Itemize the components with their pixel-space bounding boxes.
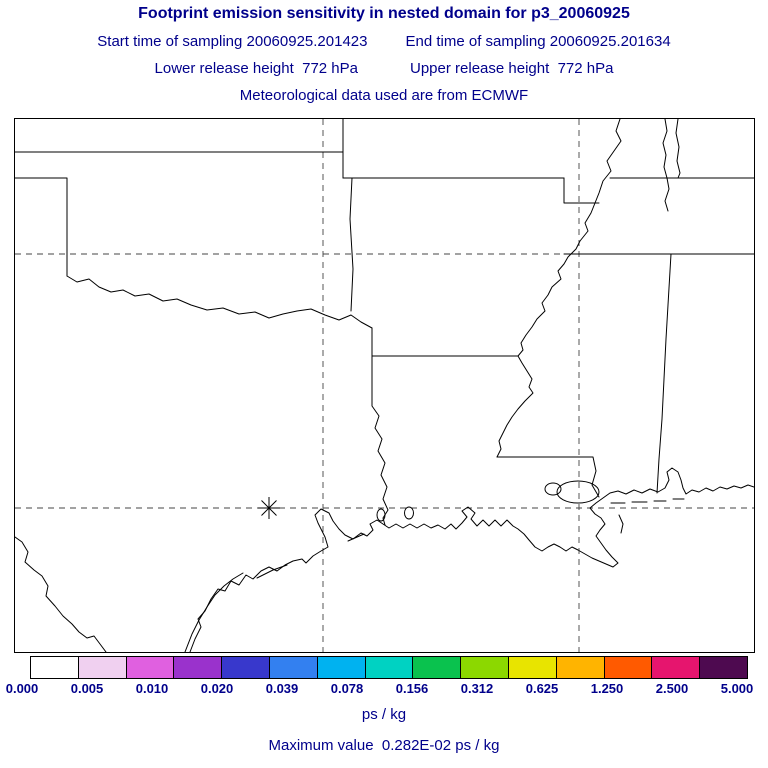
border-mississippi-alabama	[656, 253, 672, 494]
upper-release-label: Upper release height 772 hPa	[410, 60, 614, 77]
colorbar-segment	[316, 657, 365, 678]
colorbar	[30, 656, 748, 679]
release-location-marker	[258, 497, 280, 519]
sampling-time-row: Start time of sampling 20060925.201423 E…	[0, 33, 768, 50]
border-texas-louisiana-sabine	[371, 327, 389, 526]
colorbar-segment	[460, 657, 508, 678]
calcasieu-lake	[404, 506, 414, 520]
colorbar-segment	[364, 657, 413, 678]
colorbar-tick-label: 0.005	[70, 681, 104, 696]
mississippi-river	[496, 119, 622, 458]
colorbar-tick-label: 2.500	[655, 681, 689, 696]
colorbar-segment	[699, 657, 747, 678]
release-height-row: Lower release height 772 hPa Upper relea…	[0, 60, 768, 77]
colorbar-labels: 0.000 0.005 0.010 0.020 0.039 0.078 0.156 0.312…	[0, 681, 768, 697]
tennessee-river	[662, 119, 670, 212]
matagorda-island	[256, 564, 288, 579]
bolivar-peninsula	[347, 533, 365, 542]
border-texas-panhandle	[15, 177, 68, 277]
padre-island	[184, 572, 244, 652]
colorbar-tick-label: 1.250	[590, 681, 624, 696]
colorbar-segment	[412, 657, 461, 678]
border-louisiana-mississippi	[496, 456, 600, 498]
colorbar-tick-label: 0.078	[330, 681, 364, 696]
rio-grande-river	[15, 536, 107, 652]
cumberland-river	[675, 119, 681, 179]
map-panel	[14, 118, 755, 653]
map-svg	[15, 119, 754, 652]
colorbar-segment	[268, 657, 317, 678]
colorbar-segment	[221, 657, 269, 678]
colorbar-tick-label: 0.312	[460, 681, 494, 696]
maximum-value-label: Maximum value 0.282E-02 ps / kg	[268, 737, 500, 754]
lake-pontchartrain	[556, 480, 600, 504]
colorbar-segment	[555, 657, 604, 678]
colorbar-segment	[31, 657, 78, 678]
colorbar-tick-label: 0.625	[525, 681, 559, 696]
colorbar-segment	[507, 657, 556, 678]
border-oklahoma-arkansas	[349, 177, 354, 312]
colorbar-tick-label: 0.010	[135, 681, 169, 696]
chandeleur-islands	[618, 514, 624, 534]
met-data-label: Meteorological data used are from ECMWF	[239, 87, 529, 104]
colorbar-tick-label: 0.000	[5, 681, 39, 696]
end-time-label: End time of sampling 20060925.201634	[405, 33, 671, 50]
colorbar-segment	[173, 657, 222, 678]
start-time-label: Start time of sampling 20060925.201423	[97, 33, 368, 50]
red-river-border	[66, 275, 373, 329]
plot-title: Footprint emission sensitivity in nested…	[138, 5, 630, 22]
colorbar-tick-label: 0.156	[395, 681, 429, 696]
colorbar-segment	[651, 657, 700, 678]
colorbar-tick-label: 5.000	[720, 681, 754, 696]
colorbar-segment	[603, 657, 652, 678]
colorbar-tick-label: 0.020	[200, 681, 234, 696]
lower-release-label: Lower release height 772 hPa	[154, 60, 358, 77]
sabine-lake	[376, 508, 386, 522]
border-missouri-bootheel	[563, 177, 600, 204]
mississippi-sound-islands	[610, 498, 685, 504]
gulf-coastline	[189, 467, 754, 652]
lake-maurepas	[544, 482, 562, 496]
colorbar-units: ps / kg	[361, 706, 407, 723]
colorbar-tick-label: 0.039	[265, 681, 299, 696]
colorbar-segment	[125, 657, 174, 678]
colorbar-segment	[77, 657, 126, 678]
